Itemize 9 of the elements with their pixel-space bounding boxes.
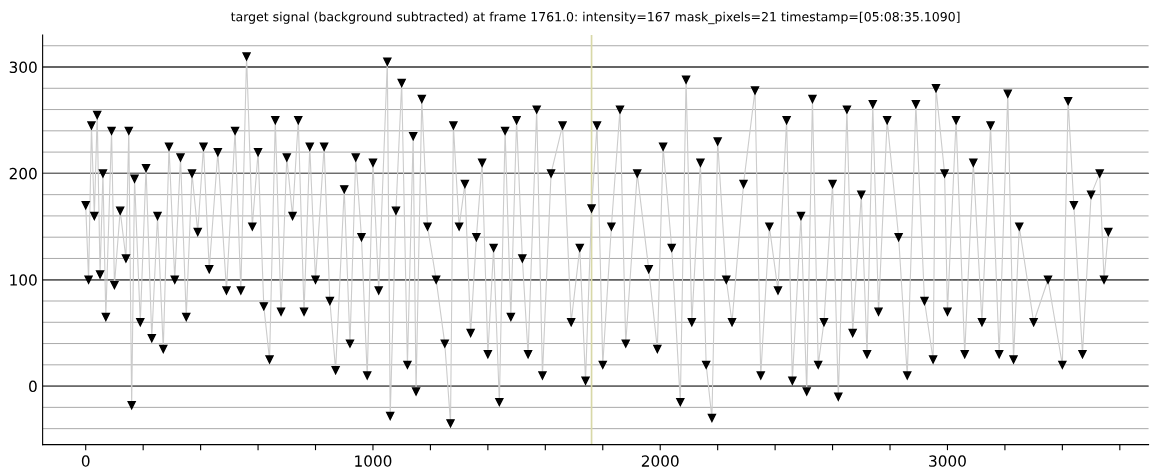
y-tick-label: 0 — [29, 380, 37, 393]
chart-title: target signal (background subtracted) at frame 1761.0: intensity=167 mask_pixels=21 timestamp=[05:08:35.1090] — [230, 11, 960, 25]
x-tick-label: 0 — [81, 455, 90, 467]
y-tick-label: 200 — [9, 167, 37, 180]
y-tick-label: 100 — [10, 274, 37, 286]
x-tick-label: 3000 — [929, 455, 966, 467]
x-tick-label: 2000 — [641, 455, 679, 467]
y-tick-label: 300 — [9, 61, 37, 74]
x-tick-label: 1000 — [355, 455, 392, 467]
